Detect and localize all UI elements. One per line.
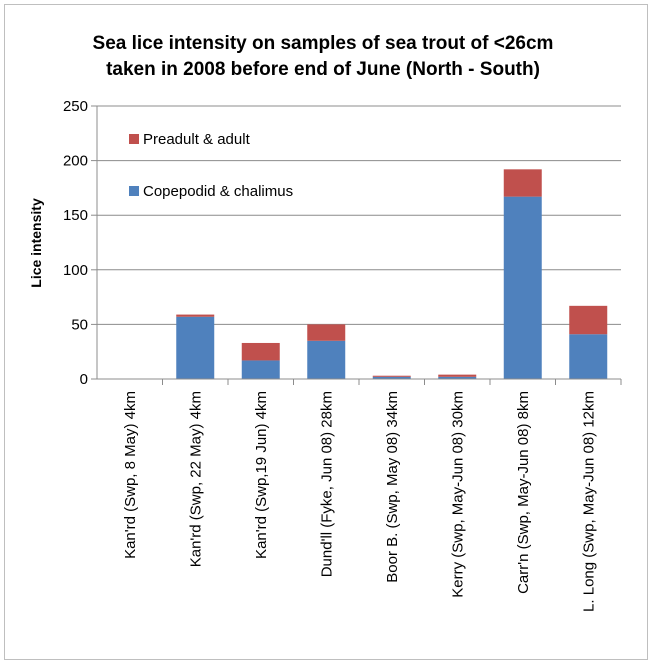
- legend-swatch-preadult: [129, 134, 139, 144]
- bar-preadult-4: [372, 375, 411, 377]
- bar-preadult-6: [503, 169, 542, 197]
- bar-preadult-1: [176, 314, 215, 317]
- y-axis-label: Lice intensity: [28, 198, 44, 288]
- x-tick-label-7: L. Long (Swp, May-Jun 08) 12km: [580, 391, 597, 612]
- x-tick-label-6: Carr'n (Swp, May-Jun 08) 8km: [515, 391, 532, 594]
- axes: 0 50 100 150 200 250 Kan'rd (Swp, 8 May) 4km Ka…: [63, 98, 622, 612]
- x-tick-label-5: Kerry (Swp, May-Jun 08) 30km: [449, 391, 466, 598]
- chart-frame: Sea lice intensity on samples of sea tro…: [4, 4, 648, 660]
- y-tick-label-200: 200: [63, 153, 88, 170]
- y-tick-label-100: 100: [63, 262, 88, 279]
- x-tick-label-3: Dund'll (Fyke, Jun 08) 28km: [318, 391, 335, 577]
- x-tick-label-2: Kan'rd (Swp,19 Jun) 4km: [253, 391, 270, 559]
- bar-copepodid-2: [241, 360, 280, 379]
- y-tick-label-50: 50: [71, 316, 88, 333]
- bar-preadult-3: [307, 324, 346, 341]
- bar-copepodid-1: [176, 316, 215, 379]
- y-tick-label-150: 150: [63, 207, 88, 224]
- bar-preadult-2: [241, 342, 280, 361]
- stacked-bar-chart: Sea lice intensity on samples of sea tro…: [28, 33, 622, 612]
- legend: Preadult & adult Copepodid & chalimus: [129, 131, 293, 200]
- bar-copepodid-6: [503, 196, 542, 379]
- x-tick-label-4: Boor B. (Swp, May 08) 34km: [384, 391, 401, 583]
- x-tick-label-0: Kan'rd (Swp, 8 May) 4km: [122, 391, 139, 559]
- bar-preadult-7: [569, 305, 608, 335]
- chart-title-line-1: Sea lice intensity on samples of sea tro…: [93, 33, 554, 54]
- y-tick-label-250: 250: [63, 98, 88, 115]
- bar-copepodid-5: [438, 376, 477, 379]
- chart-title-line-2: taken in 2008 before end of June (North …: [106, 59, 540, 80]
- y-tick-label-0: 0: [80, 371, 88, 388]
- bar-copepodid-4: [372, 376, 411, 379]
- bar-copepodid-7: [569, 334, 608, 379]
- x-tick-label-1: Kan'rd (Swp, 22 May) 4km: [187, 391, 204, 567]
- bar-preadult-5: [438, 374, 477, 377]
- bar-copepodid-3: [307, 340, 346, 379]
- legend-swatch-copepodid: [129, 186, 139, 196]
- legend-label-copepodid: Copepodid & chalimus: [143, 183, 293, 200]
- bars: [176, 169, 608, 379]
- legend-label-preadult: Preadult & adult: [143, 131, 251, 148]
